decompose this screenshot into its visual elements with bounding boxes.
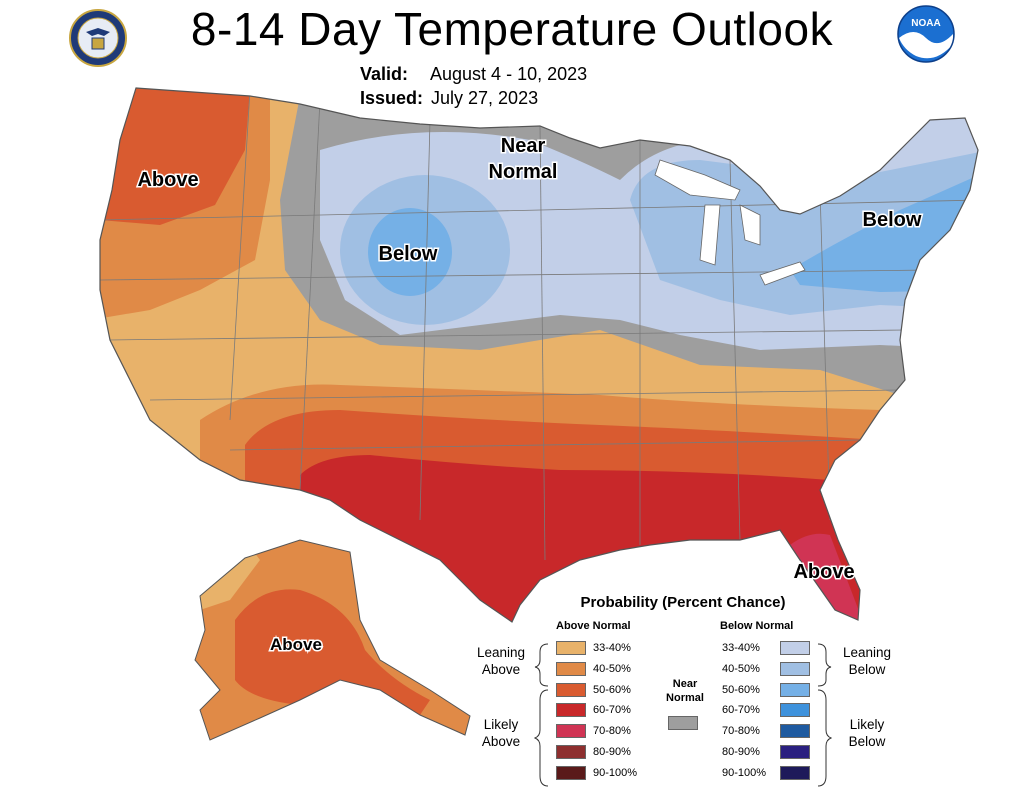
legend-near-normal-label: Near Normal [655,677,715,705]
legend-below-swatch-5 [780,745,810,759]
legend-above-range-3: 60-70% [593,704,631,716]
map-title: 8-14 Day Temperature Outlook [190,3,834,55]
legend-above-swatch-0 [556,641,586,655]
legend-above-swatch-3 [556,703,586,717]
ak-zone-above-50-60 [235,589,430,715]
likely-below-line1: Likely [849,717,885,732]
lake-superior [654,159,741,201]
legend-braces-right [817,643,832,787]
legend-below-range-6: 90-100% [722,767,767,779]
legend-below-swatch-6 [780,766,810,780]
likely-below-line2: Below [848,734,886,749]
label-above-florida: Above [793,561,854,583]
legend-above-header: Above Normal [556,620,631,632]
conus-outline [99,87,979,623]
legend-leaning-below: Leaning Below [834,644,900,678]
issued-value: July 27, 2023 [431,88,539,108]
legend-title: Probability (Percent Chance) [580,594,786,611]
legend-above-range-1: 40-50% [593,663,631,675]
legend-leaning-above: Leaning Above [468,644,534,678]
leaning-above-line2: Above [481,662,521,677]
legend-above-range-5: 80-90% [593,746,631,758]
legend-above-swatch-6 [556,766,586,780]
legend-above-swatch-5 [556,745,586,759]
valid-dates: Valid: August 4 - 10, 2023 [360,64,587,85]
label-above-alaska: Above [270,635,322,654]
legend-likely-above: Likely Above [468,716,534,750]
legend-likely-below: Likely Below [834,716,900,750]
legend-below-range-4: 70-80% [722,725,760,737]
likely-above-line2: Above [481,734,521,749]
leaning-below-line2: Below [848,662,886,677]
issued-date: Issued: July 27, 2023 [360,88,538,109]
legend-above-range-2: 50-60% [593,684,631,696]
lake-huron [739,204,761,246]
valid-label: Valid: [360,64,409,84]
label-below-rockies: Below [379,243,438,265]
commerce-seal-logo [69,9,127,67]
legend-below-swatch-3 [780,703,810,717]
legend-below-header: Below Normal [720,620,794,632]
label-above-pacific-northwest: Above [137,169,198,191]
issued-label: Issued: [360,88,424,108]
legend-above-range-4: 70-80% [593,725,631,737]
near-normal-line1: Near [672,678,698,690]
legend-below-swatch-1 [780,662,810,676]
legend-near-normal-swatch [668,716,698,730]
legend-below-swatch-2 [780,683,810,697]
noaa-logo: NOAA [897,5,955,63]
legend-above-swatch-4 [556,724,586,738]
state-boundaries [100,89,978,561]
label-near-normal-line2: Normal [489,161,558,183]
valid-value: August 4 - 10, 2023 [430,64,588,84]
label-below-northeast: Below [863,209,922,231]
noaa-logo-text: NOAA [911,18,940,29]
alaska-shading [195,540,470,740]
legend-below-range-3: 60-70% [722,704,760,716]
legend-above-range-6: 90-100% [593,767,638,779]
legend-above-swatch-1 [556,662,586,676]
legend-above-range-0: 33-40% [593,642,631,654]
alaska-outline [194,539,471,741]
legend-below-range-1: 40-50% [722,663,760,675]
legend-below-range-5: 80-90% [722,746,760,758]
zone-above-50-60-pnw [100,88,250,225]
likely-above-line1: Likely [483,717,519,732]
legend-above-swatch-2 [556,683,586,697]
legend-braces-left [534,643,549,787]
lake-erie [759,261,806,286]
label-near-normal-line1: Near [501,135,546,157]
legend-below-swatch-4 [780,724,810,738]
legend-below-range-2: 50-60% [722,684,760,696]
leaning-above-line1: Leaning [476,645,526,660]
lake-michigan [699,204,721,266]
zone-below-50-60-rockies [368,208,452,296]
legend-below-range-0: 33-40% [722,642,760,654]
near-normal-line2: Normal [666,692,704,704]
legend-below-swatch-0 [780,641,810,655]
leaning-below-line1: Leaning [842,645,892,660]
